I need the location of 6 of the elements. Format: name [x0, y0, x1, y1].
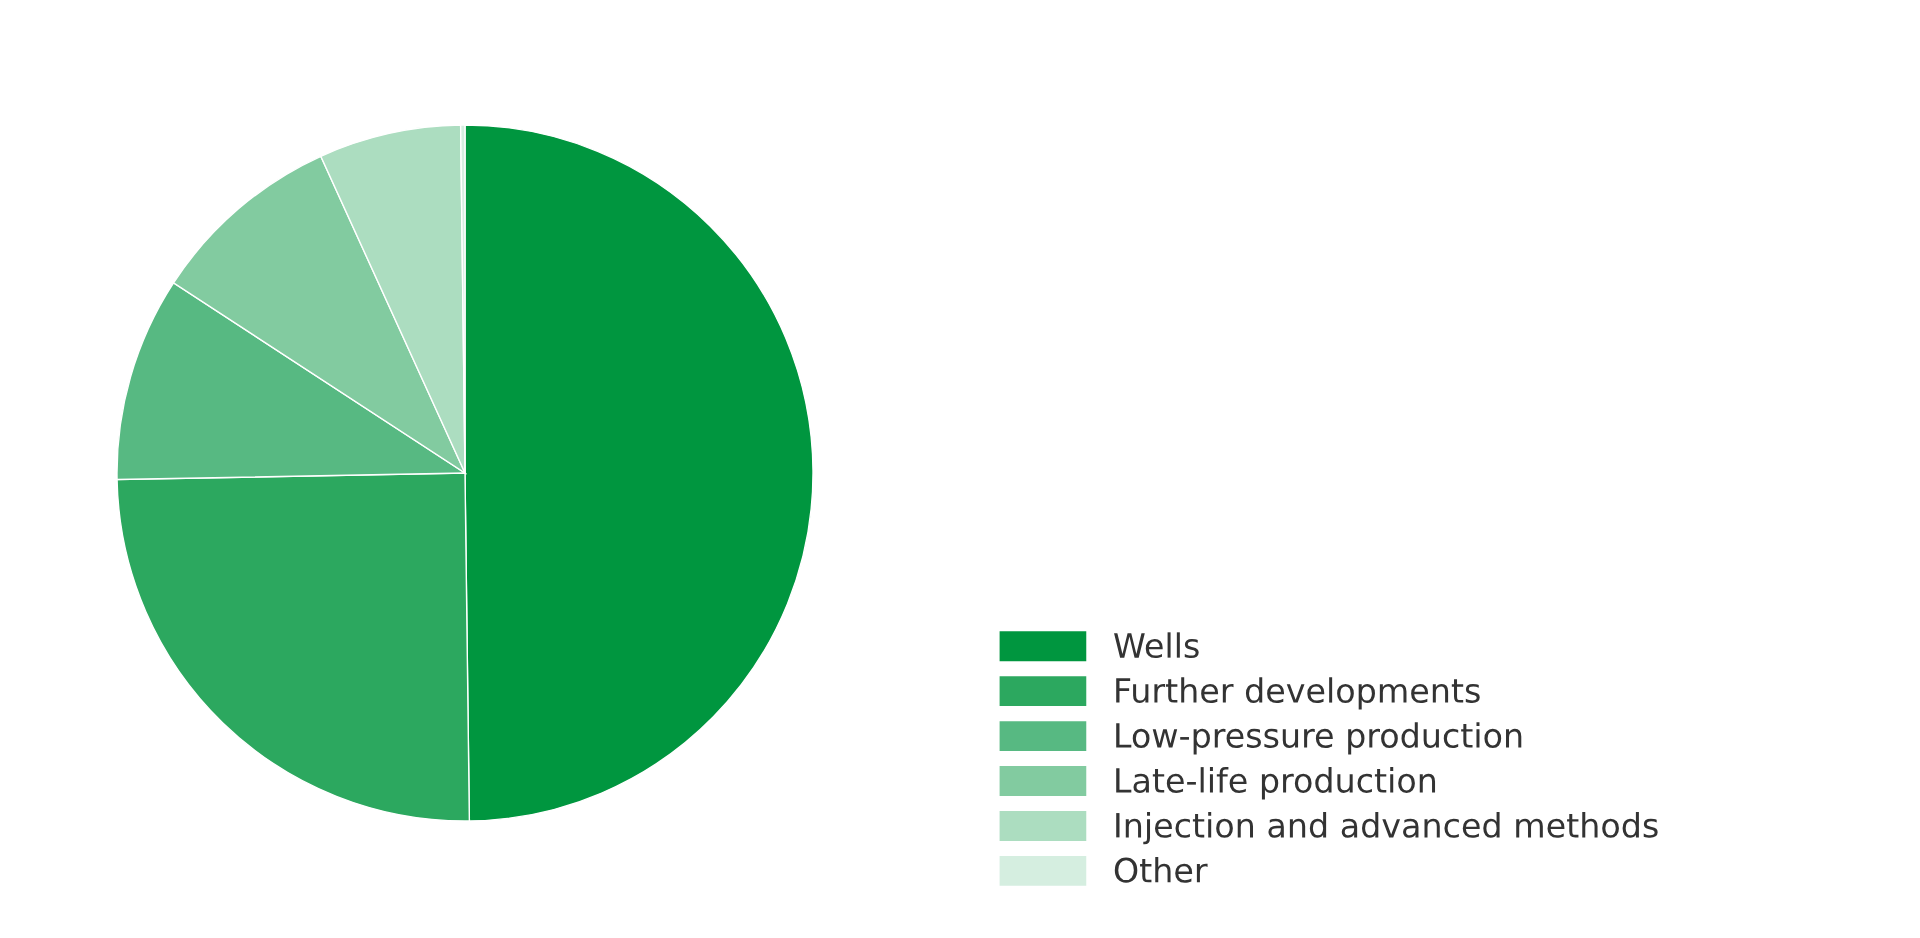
legend-label: Injection and advanced methods [1116, 812, 1658, 845]
legend-label: Wells [1114, 632, 1199, 659]
legend-label: Late-life production [1116, 767, 1436, 800]
legend-label: Further developments [1116, 677, 1480, 710]
legend-label: Low-pressure production [1116, 722, 1522, 755]
legend-label: Other [1114, 856, 1208, 883]
